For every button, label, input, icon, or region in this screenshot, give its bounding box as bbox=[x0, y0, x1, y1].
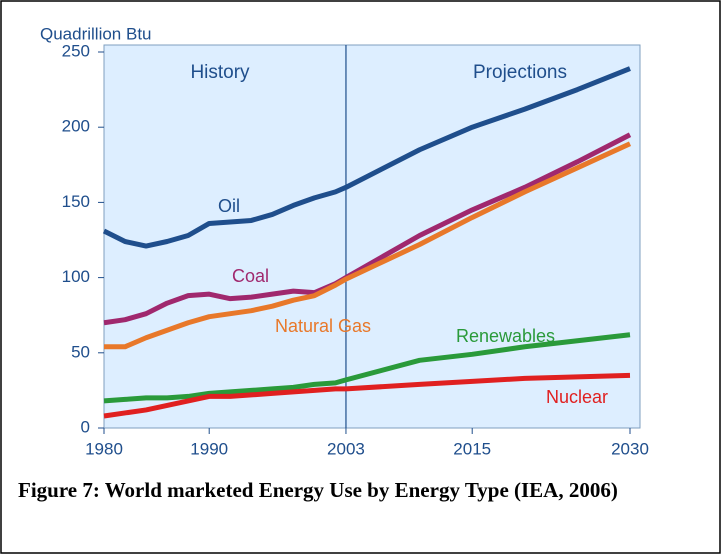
series-label: Oil bbox=[218, 196, 240, 216]
series-line bbox=[103, 332, 631, 404]
x-tick-label: 1980 bbox=[85, 439, 123, 458]
y-tick-label: 150 bbox=[62, 192, 90, 211]
series-line bbox=[102, 66, 631, 249]
y-tick-label: 200 bbox=[62, 117, 90, 136]
annotation: Projections bbox=[473, 62, 567, 83]
series-line bbox=[103, 132, 632, 326]
series-line bbox=[103, 372, 631, 419]
y-tick-label: 0 bbox=[81, 417, 90, 436]
annotation: History bbox=[190, 62, 250, 83]
x-tick-label: 2030 bbox=[611, 439, 649, 458]
caption: Figure 7: World marketed Energy Use by E… bbox=[18, 478, 618, 502]
series-label: Coal bbox=[232, 266, 269, 286]
y-tick-label: 100 bbox=[62, 267, 90, 286]
series-label: Natural Gas bbox=[275, 316, 371, 336]
y-axis-label: Quadrillion Btu bbox=[40, 24, 152, 43]
series-label: Renewables bbox=[456, 326, 555, 346]
y-tick-label: 250 bbox=[62, 41, 90, 60]
plot-area bbox=[103, 44, 641, 429]
x-tick-label: 1990 bbox=[190, 439, 228, 458]
series-label: Nuclear bbox=[546, 387, 608, 407]
series-line bbox=[104, 141, 632, 350]
x-tick-label: 2015 bbox=[453, 439, 491, 458]
y-tick-label: 50 bbox=[71, 342, 90, 361]
x-tick-label: 2003 bbox=[327, 439, 365, 458]
